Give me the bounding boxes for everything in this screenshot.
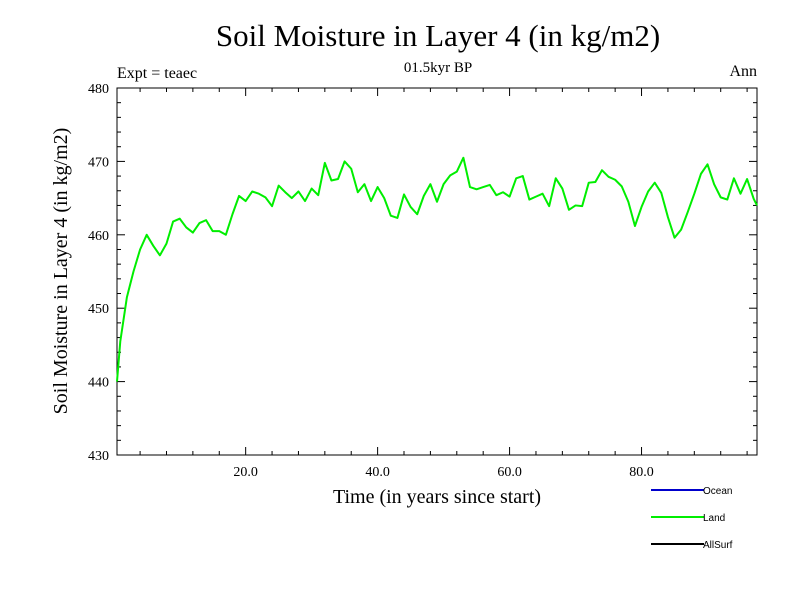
y-tick-label: 440: [88, 376, 109, 391]
axis-ticks: [117, 87, 757, 456]
season-label: Ann: [729, 63, 757, 80]
y-tick-label: 450: [88, 302, 109, 317]
chart-subtitle: 01.5kyr BP: [404, 60, 472, 76]
legend-label-allsurf: AllSurf: [703, 540, 733, 551]
x-tick-label: 40.0: [365, 465, 390, 480]
chart-title: Soil Moisture in Layer 4 (in kg/m2): [216, 18, 660, 53]
legend-label-ocean: Ocean: [703, 486, 732, 497]
axis-tick-labels: 430 440 450 460 470 480 20.0 40.0 60.0 80.0: [88, 82, 654, 480]
y-tick-label: 460: [88, 229, 109, 244]
series-line-land: [116, 156, 758, 382]
y-axis-label: Soil Moisture in Layer 4 (in kg/m2): [50, 128, 72, 415]
plot-frame: [116, 87, 758, 456]
series-lines: [116, 156, 758, 382]
y-tick-label: 470: [88, 155, 109, 170]
y-tick-label: 430: [88, 449, 109, 464]
x-tick-label: 60.0: [497, 465, 522, 480]
x-tick-label: 80.0: [629, 465, 654, 480]
experiment-label: Expt = teaec: [117, 65, 197, 82]
legend-label-land: Land: [703, 513, 725, 524]
x-tick-label: 20.0: [233, 465, 258, 480]
legend: Ocean Land AllSurf: [651, 486, 733, 551]
x-axis-label: Time (in years since start): [333, 486, 541, 508]
y-tick-label: 480: [88, 82, 109, 97]
